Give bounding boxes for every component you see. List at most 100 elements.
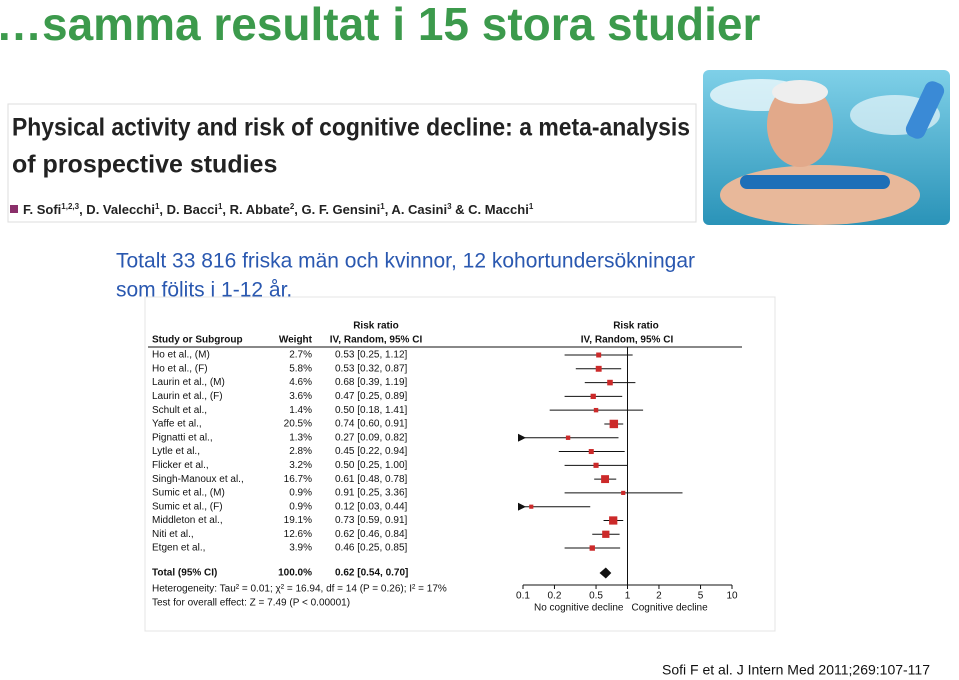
ci-label: 0.50 [0.18, 1.41] (335, 405, 408, 416)
effect-square (565, 435, 571, 440)
effect-square (529, 504, 534, 509)
effect-square (621, 490, 626, 495)
ci-label: 0.62 [0.46, 0.84] (335, 529, 408, 540)
overall-effect: Test for overall effect: Z = 7.49 (P < 0… (152, 598, 350, 609)
column-header: Risk ratio (613, 321, 659, 332)
ci-label: 0.53 [0.25, 1.12] (335, 350, 408, 361)
paper-header (7, 103, 697, 223)
description: Totalt 33 816 friska män och kvinnor, 12… (116, 250, 695, 273)
effect-square (593, 407, 599, 413)
author-affiliation: 1,2,3 (61, 202, 79, 211)
bullet (10, 205, 18, 213)
weight-label: 19.1% (284, 515, 312, 526)
effect-square (609, 419, 619, 429)
weight-label: 12.6% (284, 529, 312, 540)
author-name: , R. Abbate (222, 202, 289, 217)
x-tick-label: 5 (698, 591, 704, 602)
weight-label: 0.9% (289, 488, 312, 499)
study-name: Pignatti et al., (152, 432, 213, 443)
study-name: Sumic et al., (F) (152, 501, 223, 512)
effect-square (595, 365, 602, 372)
study-name: Middleton et al., (152, 515, 223, 526)
study-name: Laurin et al., (M) (152, 377, 225, 388)
effect-square (589, 545, 595, 551)
x-axis-label-right: Cognitive decline (632, 603, 709, 614)
study-name: Yaffe et al., (152, 419, 202, 430)
author-name: , G. F. Gensini (294, 202, 380, 217)
x-tick-label: 2 (656, 591, 662, 602)
effect-square (588, 449, 594, 455)
column-header: IV, Random, 95% CI (330, 335, 423, 346)
ci-label: 0.74 [0.60, 0.91] (335, 419, 408, 430)
total-ci: 0.62 [0.54, 0.70] (335, 568, 408, 579)
ci-label: 0.50 [0.25, 1.00] (335, 460, 408, 471)
paper-title: of prospective studies (12, 151, 277, 179)
x-tick-label: 10 (726, 591, 738, 602)
x-axis-label-left: No cognitive decline (534, 603, 624, 614)
author-affiliation: 1 (155, 202, 160, 211)
weight-label: 3.2% (289, 460, 312, 471)
study-name: Schult et al., (152, 405, 207, 416)
weight-label: 1.4% (289, 405, 312, 416)
study-name: Ho et al., (M) (152, 350, 210, 361)
citation: Sofi F et al. J Intern Med 2011;269:107-… (662, 662, 930, 678)
weight-label: 3.6% (289, 391, 312, 402)
ci-label: 0.68 [0.39, 1.19] (335, 377, 408, 388)
ci-label: 0.12 [0.03, 0.44] (335, 501, 408, 512)
forest-plot: Risk ratio Study or Subgroup Weight IV, … (144, 296, 776, 632)
paper-authors: F. Sofi1,2,3, D. Valecchi1, D. Bacci1, R… (23, 202, 534, 218)
weight-label: 4.6% (289, 377, 312, 388)
author-name: F. Sofi (23, 202, 61, 217)
study-name: Sumic et al., (M) (152, 488, 225, 499)
author-name: , A. Casini (385, 202, 447, 217)
study-name: Ho et al., (F) (152, 363, 208, 374)
ci-label: 0.45 [0.22, 0.94] (335, 446, 408, 457)
column-header: Risk ratio (353, 321, 399, 332)
paper-title: Physical activity and risk of cognitive … (12, 114, 690, 142)
total-label: Total (95% CI) (152, 568, 217, 579)
ci-label: 0.46 [0.25, 0.85] (335, 543, 408, 554)
author-affiliation: 1 (380, 202, 385, 211)
ci-label: 0.61 [0.48, 0.78] (335, 474, 408, 485)
effect-square (609, 516, 618, 525)
author-affiliation: 1 (529, 202, 534, 211)
study-name: Singh-Manoux et al., (152, 474, 244, 485)
weight-label: 20.5% (284, 419, 312, 430)
author-name: , D. Bacci (159, 202, 218, 217)
ci-label: 0.27 [0.09, 0.82] (335, 432, 408, 443)
x-tick-label: 0.2 (548, 591, 562, 602)
total-weight: 100.0% (278, 568, 312, 579)
weight-label: 0.9% (289, 501, 312, 512)
x-tick-label: 0.5 (589, 591, 603, 602)
author-name: , D. Valecchi (79, 202, 155, 217)
study-name: Etgen et al., (152, 543, 205, 554)
effect-square (590, 393, 596, 400)
column-header: IV, Random, 95% CI (581, 335, 674, 346)
column-header: Study or Subgroup (152, 335, 243, 346)
x-tick-label: 1 (625, 591, 631, 602)
weight-label: 3.9% (289, 543, 312, 554)
column-header: Weight (279, 335, 313, 346)
study-name: Laurin et al., (F) (152, 391, 223, 402)
plot-frame (144, 296, 776, 632)
weight-label: 1.3% (289, 432, 312, 443)
total-diamond (599, 567, 612, 579)
effect-square (607, 379, 613, 386)
ci-label: 0.91 [0.25, 3.36] (335, 488, 408, 499)
effect-square (601, 475, 610, 484)
study-name: Flicker et al., (152, 460, 209, 471)
effect-square (596, 352, 602, 358)
author-name: & C. Macchi (452, 202, 529, 217)
slide-title: …samma resultat i 15 stora studier (0, 0, 761, 50)
study-name: Lytle et al., (152, 446, 200, 457)
author-affiliation: 1 (218, 202, 223, 211)
heterogeneity: Heterogeneity: Tau² = 0.01; χ² = 16.94, … (152, 584, 447, 595)
ci-label: 0.53 [0.32, 0.87] (335, 363, 408, 374)
author-affiliation: 2 (290, 202, 295, 211)
weight-label: 5.8% (289, 363, 312, 374)
x-tick-label: 0.1 (516, 591, 530, 602)
ci-label: 0.47 [0.25, 0.89] (335, 391, 408, 402)
author-affiliation: 3 (447, 202, 452, 211)
weight-label: 16.7% (284, 474, 312, 485)
